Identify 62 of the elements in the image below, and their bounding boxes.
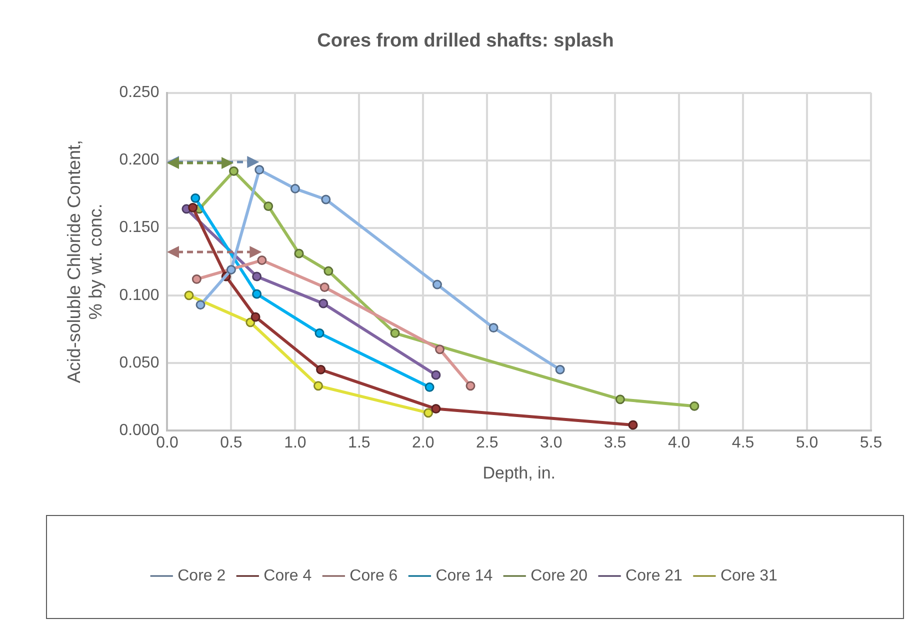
x-tick-label: 0.0 (156, 434, 178, 452)
x-tick-label: 5.0 (796, 434, 818, 452)
point (254, 165, 264, 175)
point (188, 202, 198, 212)
x-tick-label: 4.0 (668, 434, 690, 452)
legend-label: Core 2 (178, 567, 226, 584)
y-tick-label: 0.150 (119, 219, 160, 236)
x-tick-label: 1.0 (284, 434, 306, 452)
point (313, 381, 323, 391)
point (314, 328, 324, 338)
point (252, 289, 262, 299)
legend-label: Core 21 (626, 567, 683, 584)
x-tick-label: 1.5 (348, 434, 370, 452)
point (229, 166, 239, 176)
point (290, 184, 300, 194)
point (294, 248, 304, 258)
y-tick-label: 0.200 (119, 152, 160, 169)
x-tick-label: 3.5 (604, 434, 626, 452)
x-axis-title: Depth, in. (482, 463, 556, 482)
x-tick-label: 3.0 (540, 434, 562, 452)
x-tick-label: 5.5 (860, 434, 882, 452)
x-tick-label: 2.0 (412, 434, 434, 452)
legend-label: Core 31 (720, 567, 778, 584)
legend-label: Core 6 (350, 567, 398, 584)
point (435, 344, 445, 354)
point (257, 256, 267, 265)
point (466, 381, 476, 391)
y-tick-label: 0.050 (119, 354, 160, 372)
y-tick-label: 0.100 (119, 286, 160, 304)
point (250, 312, 260, 322)
point (390, 328, 400, 338)
legend-label: Core 4 (264, 567, 312, 584)
point (316, 364, 326, 374)
chart-title: Cores from drilled shafts: splash (317, 30, 614, 52)
point (318, 298, 328, 308)
point (424, 382, 434, 392)
point (321, 194, 331, 204)
point (628, 420, 638, 430)
x-tick-label: 2.5 (476, 434, 498, 452)
point (432, 280, 442, 290)
point (615, 394, 625, 404)
legend-label: Core 14 (436, 567, 493, 584)
point (431, 404, 441, 414)
point (555, 364, 565, 374)
point (488, 323, 498, 333)
point (324, 266, 334, 276)
point (226, 264, 236, 274)
point (192, 274, 202, 284)
point (190, 193, 200, 203)
point (320, 282, 330, 292)
point (431, 370, 441, 380)
y-tick-label: 0.250 (119, 84, 160, 102)
point (424, 408, 434, 418)
y-axis-title: Acid-soluble Chloride Content, % by wt. conc. (64, 140, 106, 384)
point (252, 272, 262, 282)
x-tick-label: 0.5 (220, 434, 242, 452)
x-tick-label: 4.5 (732, 434, 754, 452)
point (690, 401, 700, 411)
point (184, 290, 194, 300)
point (196, 300, 206, 310)
legend-label: Core 20 (530, 567, 588, 584)
point (264, 201, 274, 211)
